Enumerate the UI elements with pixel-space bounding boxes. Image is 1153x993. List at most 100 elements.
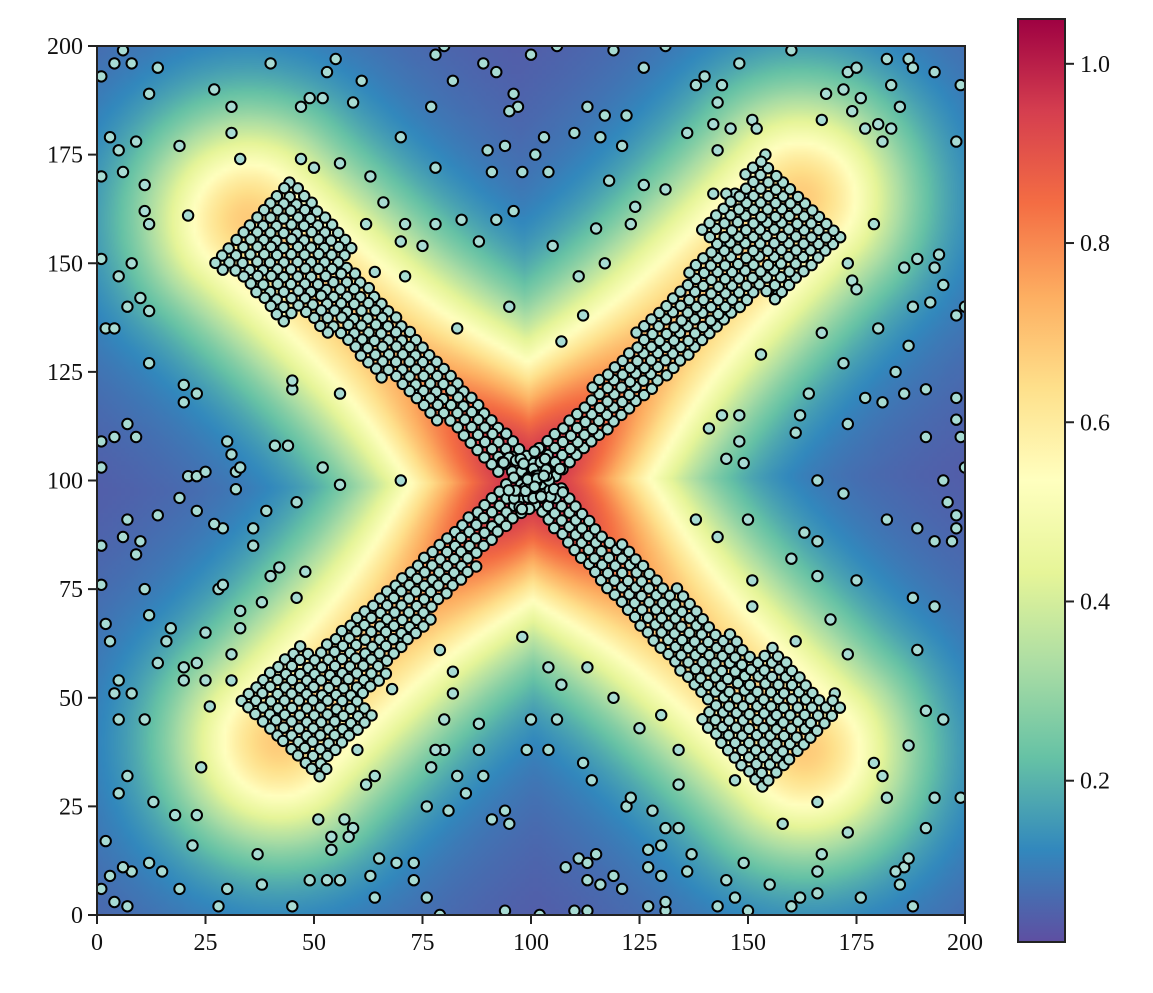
scatter-point bbox=[659, 183, 672, 196]
scatter-point bbox=[478, 451, 491, 464]
scatter-point bbox=[369, 304, 382, 317]
scatter-point bbox=[635, 589, 648, 603]
scatter-point bbox=[715, 736, 728, 749]
scatter-point bbox=[251, 848, 264, 861]
scatter-point bbox=[737, 700, 750, 713]
scatter-point bbox=[585, 774, 598, 787]
scatter-point bbox=[264, 57, 277, 70]
scatter-point bbox=[911, 643, 924, 657]
scatter-point bbox=[880, 513, 894, 526]
scatter-point bbox=[277, 721, 290, 734]
scatter-point bbox=[286, 900, 299, 913]
scatter-point bbox=[138, 178, 151, 192]
scatter-point bbox=[902, 739, 915, 752]
scatter-point bbox=[424, 613, 437, 626]
scatter-point bbox=[234, 622, 247, 635]
scatter-point bbox=[348, 297, 361, 311]
scatter-point bbox=[681, 865, 694, 878]
scatter-point bbox=[472, 413, 485, 426]
scatter-point bbox=[446, 579, 459, 592]
scatter-point bbox=[417, 593, 431, 606]
scatter-point bbox=[268, 439, 282, 452]
scatter-point bbox=[216, 578, 230, 591]
scatter-point bbox=[507, 87, 520, 101]
scatter-point bbox=[872, 118, 885, 131]
scatter-point bbox=[660, 327, 673, 341]
scatter-point bbox=[898, 261, 911, 274]
scatter-point bbox=[125, 57, 138, 70]
scatter-point bbox=[702, 621, 715, 634]
scatter-point bbox=[805, 231, 818, 244]
scatter-point bbox=[563, 414, 576, 427]
scatter-point bbox=[173, 882, 186, 896]
scatter-point bbox=[826, 694, 839, 707]
scatter-point bbox=[563, 456, 576, 469]
scatter-point bbox=[448, 553, 461, 566]
scatter-point bbox=[674, 285, 687, 298]
scatter-point bbox=[637, 61, 650, 74]
scatter-point bbox=[431, 398, 444, 411]
scatter-point bbox=[358, 716, 371, 729]
scatter-point bbox=[766, 641, 779, 655]
scatter-point bbox=[709, 714, 722, 727]
scatter-point bbox=[620, 109, 633, 122]
scatter-point bbox=[285, 218, 298, 231]
scatter-point bbox=[125, 257, 138, 270]
scatter-point bbox=[337, 709, 350, 723]
scatter-point bbox=[335, 267, 348, 280]
scatter-point bbox=[285, 306, 298, 320]
scatter-point bbox=[221, 882, 234, 896]
scatter-point bbox=[954, 78, 965, 92]
scatter-point bbox=[97, 539, 108, 552]
scatter-point bbox=[401, 632, 414, 646]
scatter-point bbox=[841, 648, 854, 661]
scatter-point bbox=[342, 729, 356, 742]
scatter-point bbox=[97, 170, 108, 183]
scatter-point bbox=[928, 535, 941, 548]
scatter-point bbox=[793, 671, 806, 684]
scatter-point bbox=[129, 430, 143, 444]
scatter-point bbox=[747, 244, 760, 258]
scatter-point bbox=[425, 100, 438, 114]
scatter-point bbox=[911, 252, 924, 266]
scatter-point bbox=[791, 701, 805, 714]
scatter-point bbox=[765, 670, 779, 684]
scatter-point bbox=[138, 582, 151, 596]
scatter-point bbox=[292, 284, 305, 297]
scatter-point bbox=[398, 217, 412, 231]
scatter-point bbox=[820, 231, 833, 244]
scatter-point bbox=[841, 257, 854, 270]
scatter-point bbox=[747, 189, 760, 203]
scatter-point bbox=[793, 891, 807, 904]
scatter-point bbox=[516, 630, 529, 644]
scatter-point bbox=[941, 496, 954, 509]
scatter-point bbox=[307, 161, 321, 174]
scatter-point bbox=[867, 756, 881, 770]
scatter-point bbox=[683, 626, 696, 639]
scatter-point bbox=[97, 461, 108, 474]
scatter-point bbox=[885, 78, 898, 92]
scatter-point bbox=[470, 518, 483, 531]
scatter-point bbox=[791, 217, 804, 231]
scatter-point bbox=[486, 427, 499, 441]
scatter-point bbox=[688, 635, 701, 648]
scatter-point bbox=[320, 762, 333, 776]
scatter-point bbox=[697, 266, 711, 280]
scatter-point bbox=[502, 484, 515, 497]
scatter-point bbox=[846, 105, 859, 118]
scatter-point bbox=[359, 778, 373, 791]
scatter-point bbox=[867, 217, 881, 231]
scatter-point bbox=[251, 269, 264, 283]
scatter-point bbox=[420, 800, 433, 813]
scatter-point bbox=[354, 349, 368, 362]
scatter-point bbox=[314, 674, 328, 687]
scatter-point bbox=[757, 693, 770, 706]
scatter-point bbox=[785, 900, 798, 913]
scatter-point bbox=[444, 369, 457, 383]
scatter-point bbox=[811, 535, 824, 548]
scatter-point bbox=[715, 664, 728, 678]
plot-area bbox=[96, 45, 966, 916]
scatter-point bbox=[733, 190, 746, 203]
scatter-point bbox=[430, 414, 444, 427]
scatter-point bbox=[595, 545, 608, 558]
